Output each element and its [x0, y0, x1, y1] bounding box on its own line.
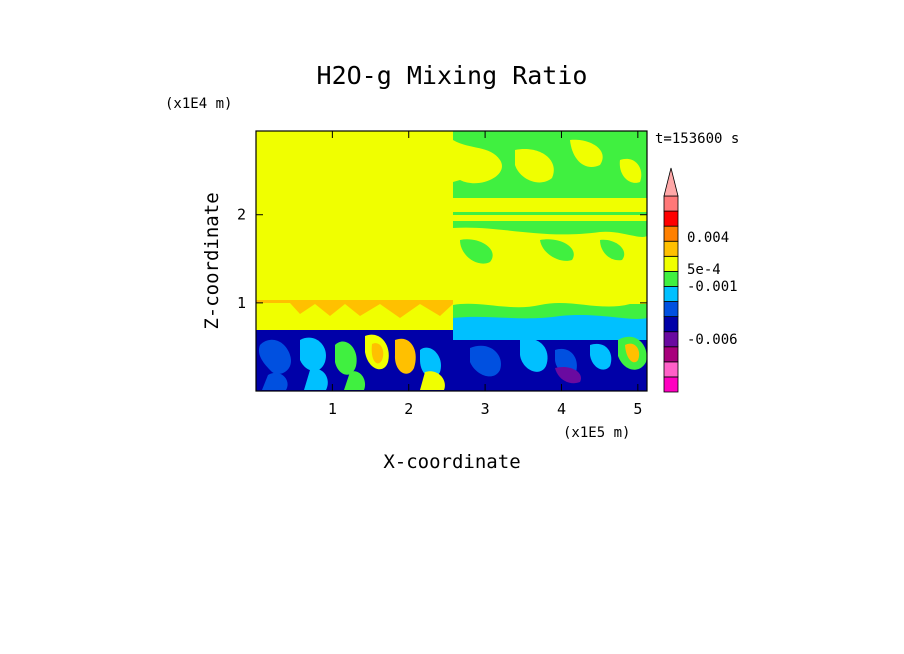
plot-frame: [255, 130, 648, 392]
colorbar-segment: [663, 270, 679, 287]
time-label: t=153600 s: [655, 131, 739, 147]
y-tick-label: 2: [237, 206, 246, 224]
colorbar-tick-label: 0.004: [687, 230, 729, 246]
colorbar-tick-label: 5e-4: [687, 262, 721, 278]
x-tick-label: 5: [633, 400, 642, 418]
colorbar-extend-arrow: [663, 167, 679, 197]
colorbar-segment: [663, 301, 679, 318]
x-axis: 1 2 3 4 5: [328, 131, 642, 418]
colorbar: 0.004 5e-4-0.001 -0.006: [663, 167, 738, 393]
y-tick-label: 1: [237, 294, 246, 312]
x-tick-label: 1: [328, 400, 337, 418]
y-axis: 12: [237, 206, 647, 312]
x-axis-label: X-coordinate: [383, 451, 520, 473]
contour-field: [256, 131, 647, 391]
colorbar-segment: [663, 255, 679, 272]
colorbar-segment: [663, 331, 679, 348]
colorbar-segment: [663, 376, 679, 393]
x-tick-label: 4: [557, 400, 566, 418]
colorbar-segment: [663, 225, 679, 242]
colorbar-segment: [663, 316, 679, 333]
colorbar-tick-label: -0.006: [687, 332, 738, 348]
colorbar-segment: [663, 210, 679, 227]
colorbar-segment: [663, 195, 679, 212]
y-axis-label: Z-coordinate: [201, 192, 223, 329]
colorbar-segment: [663, 286, 679, 302]
colorbar-segment: [663, 346, 679, 363]
chart-title: H2O-g Mixing Ratio: [317, 61, 588, 90]
x-scale-label: (x1E5 m): [563, 425, 630, 441]
x-tick-label: 3: [481, 400, 490, 418]
colorbar-tick-label: -0.001: [687, 279, 738, 295]
x-tick-label: 2: [404, 400, 413, 418]
y-scale-label: (x1E4 m): [165, 96, 232, 112]
colorbar-segment: [663, 361, 679, 378]
colorbar-segment: [663, 240, 679, 257]
